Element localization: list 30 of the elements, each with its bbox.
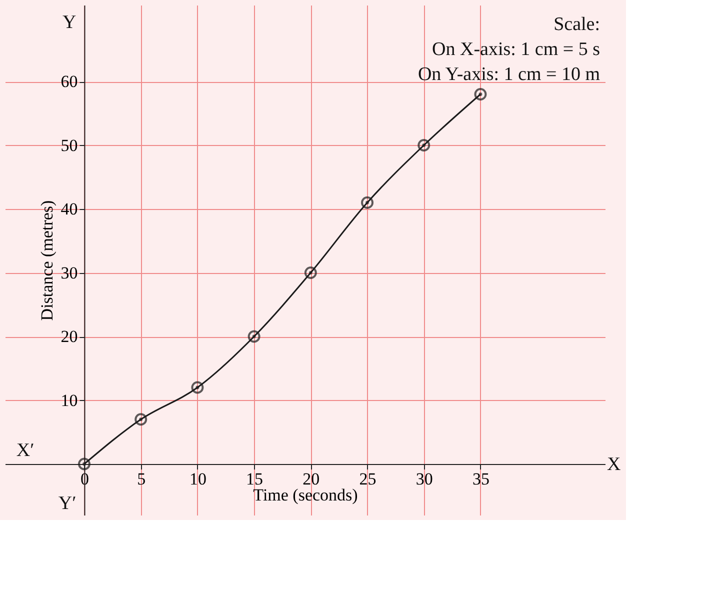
y-tick-label: 60 [60, 72, 78, 91]
point [418, 139, 430, 152]
y-tick-label: 40 [60, 200, 78, 218]
point [134, 413, 148, 426]
x-axis-title: Time (seconds) [253, 486, 358, 504]
text: X [607, 454, 621, 475]
point [304, 266, 317, 279]
x-tick-label: 25 [359, 470, 376, 488]
y-tick-label: 50 [60, 136, 78, 155]
x-tick-label: 35 [472, 470, 490, 488]
y-axis-title: Distance (metres) [38, 200, 57, 321]
x-tick-label: 30 [416, 470, 433, 488]
x-tick-label: 20 [302, 470, 320, 488]
point [474, 88, 487, 100]
point [191, 381, 204, 394]
annotation: X′ [16, 440, 34, 461]
annotation: On X-axis: 1 cm = 5 s [432, 39, 600, 60]
annotation: Y′ [58, 493, 76, 514]
point [361, 196, 374, 209]
x-tick-label: 5 [137, 470, 146, 488]
y-tick-label: 30 [60, 263, 78, 282]
y-tick-label: 10 [60, 390, 78, 410]
x-tick-label: 15 [246, 470, 264, 488]
y-tick-label: 20 [60, 327, 78, 346]
annotation: On Y-axis: 1 cm = 10 m [418, 64, 600, 85]
point [248, 330, 260, 343]
annotation: Scale: [554, 14, 600, 35]
point [78, 458, 90, 470]
annotation: Y [62, 12, 77, 33]
x-tick-label: 10 [189, 470, 206, 488]
